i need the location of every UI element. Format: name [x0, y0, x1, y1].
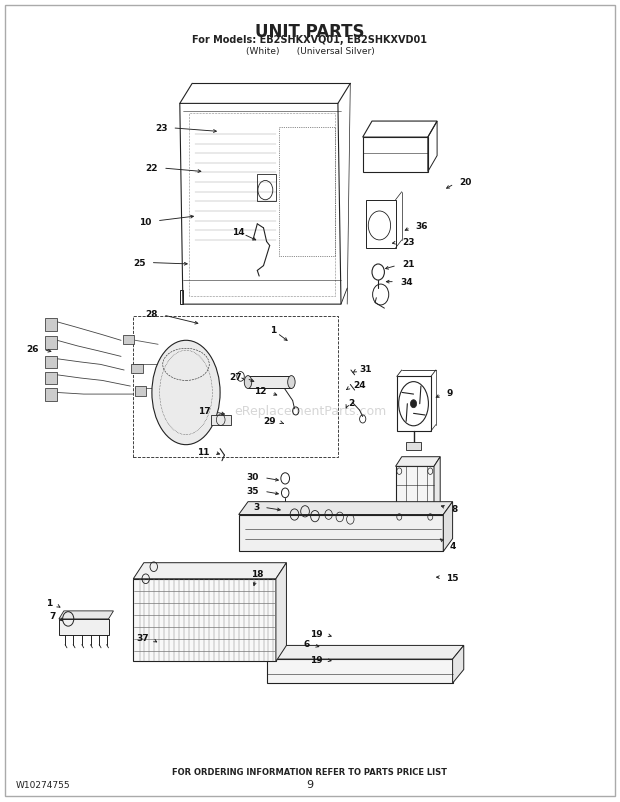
- Polygon shape: [239, 515, 443, 552]
- Bar: [45, 337, 57, 350]
- Bar: [123, 335, 134, 345]
- Polygon shape: [453, 646, 464, 683]
- Text: 31: 31: [360, 364, 372, 374]
- Text: 1: 1: [46, 598, 53, 608]
- Polygon shape: [276, 563, 286, 662]
- Polygon shape: [396, 467, 434, 523]
- Ellipse shape: [152, 341, 220, 445]
- Text: 36: 36: [415, 221, 428, 231]
- Polygon shape: [267, 646, 464, 659]
- Text: 1: 1: [270, 326, 276, 335]
- Polygon shape: [59, 611, 113, 619]
- Text: For Models: EB2SHKXVQ01, EB2SHKXVD01: For Models: EB2SHKXVQ01, EB2SHKXVD01: [192, 35, 428, 45]
- Bar: [133, 317, 338, 457]
- Polygon shape: [406, 443, 421, 451]
- Text: 9: 9: [446, 388, 453, 398]
- Text: 2: 2: [348, 398, 355, 407]
- Text: 3: 3: [253, 502, 259, 512]
- Text: 18: 18: [251, 569, 264, 578]
- Text: 8: 8: [451, 504, 458, 514]
- Text: 23: 23: [155, 124, 167, 133]
- Text: 21: 21: [402, 260, 414, 269]
- Text: 12: 12: [254, 387, 267, 396]
- Polygon shape: [267, 659, 453, 683]
- Text: (White)      (Universal Silver): (White) (Universal Silver): [246, 47, 374, 55]
- Bar: [45, 388, 57, 401]
- Bar: [131, 364, 143, 374]
- Polygon shape: [434, 457, 440, 523]
- Text: 19: 19: [310, 629, 322, 638]
- Text: FOR ORDERING INFORMATION REFER TO PARTS PRICE LIST: FOR ORDERING INFORMATION REFER TO PARTS …: [172, 768, 448, 776]
- Text: 10: 10: [140, 217, 152, 227]
- Bar: [135, 387, 146, 396]
- Text: 17: 17: [198, 407, 211, 416]
- Polygon shape: [443, 502, 453, 552]
- Text: 22: 22: [146, 164, 158, 173]
- Bar: [45, 356, 57, 369]
- Text: 35: 35: [247, 486, 259, 496]
- Text: 34: 34: [400, 277, 412, 287]
- Ellipse shape: [244, 376, 252, 389]
- Text: W10274755: W10274755: [16, 780, 70, 789]
- Text: 4: 4: [450, 541, 456, 550]
- Text: 19: 19: [310, 654, 322, 664]
- Text: 11: 11: [197, 447, 210, 456]
- Text: 15: 15: [446, 573, 459, 582]
- Polygon shape: [133, 563, 286, 579]
- Bar: [45, 372, 57, 385]
- Text: eReplacementParts.com: eReplacementParts.com: [234, 404, 386, 417]
- Text: 24: 24: [353, 380, 366, 390]
- Text: 20: 20: [459, 177, 471, 187]
- Bar: [189, 114, 335, 297]
- Text: 28: 28: [146, 310, 158, 319]
- Polygon shape: [211, 415, 231, 425]
- Circle shape: [410, 400, 417, 408]
- Ellipse shape: [288, 376, 295, 389]
- Polygon shape: [248, 377, 291, 388]
- Bar: [45, 318, 57, 331]
- Polygon shape: [239, 502, 453, 515]
- Text: 7: 7: [50, 611, 56, 621]
- Text: UNIT PARTS: UNIT PARTS: [255, 23, 365, 41]
- Text: 26: 26: [26, 344, 38, 354]
- Text: 29: 29: [264, 416, 276, 426]
- Text: 14: 14: [232, 228, 245, 237]
- Text: 30: 30: [247, 472, 259, 482]
- Text: 9: 9: [306, 780, 314, 789]
- Polygon shape: [133, 579, 276, 662]
- Text: 27: 27: [229, 372, 242, 382]
- Polygon shape: [59, 619, 108, 635]
- Text: 37: 37: [136, 633, 149, 642]
- Text: 25: 25: [133, 258, 146, 268]
- Polygon shape: [396, 457, 440, 467]
- Text: 6: 6: [304, 639, 310, 649]
- Text: 23: 23: [402, 237, 414, 247]
